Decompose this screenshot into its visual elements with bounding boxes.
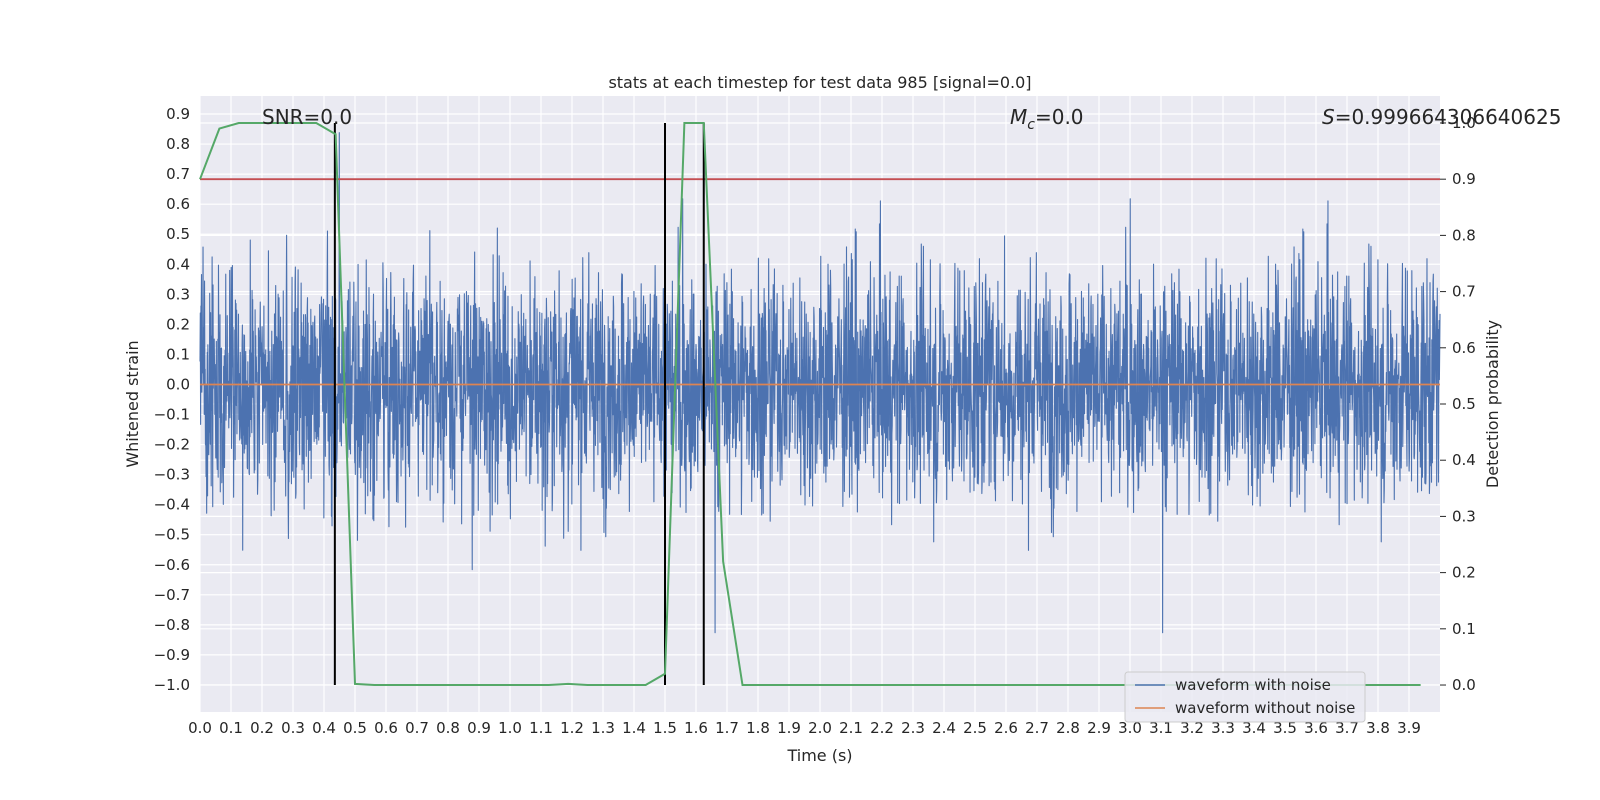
x-tick-label: 3.4: [1242, 719, 1266, 737]
x-tick-label: 2.1: [839, 719, 863, 737]
x-tick-label: 0.3: [281, 719, 305, 737]
x-tick-label: 3.3: [1211, 719, 1235, 737]
chart-title: stats at each timestep for test data 985…: [608, 73, 1031, 92]
y2-tick-label: 0.1: [1452, 620, 1476, 638]
x-tick-label: 1.4: [622, 719, 646, 737]
x-tick-label: 0.9: [467, 719, 491, 737]
y-tick-label: −0.8: [154, 616, 190, 634]
y2-tick-label: 0.0: [1452, 676, 1476, 694]
x-tick-label: 0.4: [312, 719, 336, 737]
y-tick-label: 0.3: [166, 285, 190, 303]
waveform-with-noise-line: [199, 132, 1441, 634]
x-tick-label: 1.6: [684, 719, 708, 737]
s-value: =0.999664306640625: [1335, 105, 1562, 129]
x-tick-label: 2.8: [1056, 719, 1080, 737]
y2-tick-label: 0.6: [1452, 339, 1476, 357]
chirp-mass-symbol: M: [1010, 105, 1027, 129]
x-tick-label: 1.8: [746, 719, 770, 737]
y-tick-label: −0.4: [154, 496, 190, 514]
y-tick-label: 0.7: [166, 165, 190, 183]
legend-label-with-noise: waveform with noise: [1175, 676, 1331, 694]
x-tick-label: 0.5: [343, 719, 367, 737]
y-tick-label: −1.0: [154, 676, 190, 694]
y2-axis-label: Detection probability: [1483, 320, 1502, 488]
y-tick-label: 0.6: [166, 195, 190, 213]
x-tick-label: 2.0: [808, 719, 832, 737]
x-tick-label: 3.1: [1149, 719, 1173, 737]
y2-tick-label: 0.4: [1452, 451, 1476, 469]
x-tick-label: 2.9: [1087, 719, 1111, 737]
y-tick-label: 0.9: [166, 105, 190, 123]
x-tick-label: 3.5: [1273, 719, 1297, 737]
series-waveform-with-noise: [199, 132, 1441, 634]
x-tick-label: 0.2: [250, 719, 274, 737]
y-tick-label: −0.3: [154, 466, 190, 484]
y2-tick-label: 0.8: [1452, 226, 1476, 244]
x-tick-label: 0.6: [374, 719, 398, 737]
x-tick-label: 2.4: [932, 719, 956, 737]
y-tick-label: 0.4: [166, 255, 190, 273]
x-tick-label: 2.5: [963, 719, 987, 737]
y-axis-label: Whitened strain: [123, 340, 142, 467]
y-tick-label: −0.7: [154, 586, 190, 604]
x-tick-label: 1.9: [777, 719, 801, 737]
x-tick-label: 0.1: [219, 719, 243, 737]
x-tick-label: 2.6: [994, 719, 1018, 737]
legend-label-without-noise: waveform without noise: [1175, 699, 1355, 717]
series-lines: [199, 121, 1440, 687]
x-tick-label: 1.2: [560, 719, 584, 737]
y-tick-label: 0.8: [166, 135, 190, 153]
x-tick-label: 2.2: [870, 719, 894, 737]
s-annotation: S=0.999664306640625: [1322, 105, 1561, 129]
x-tick-label: 1.3: [591, 719, 615, 737]
y-tick-label: 0.1: [166, 345, 190, 363]
x-tick-label: 3.7: [1335, 719, 1359, 737]
y-tick-label: −0.2: [154, 436, 190, 454]
x-tick-label: 1.0: [498, 719, 522, 737]
x-tick-label: 1.1: [529, 719, 553, 737]
chirp-mass-annotation: Mc=0.0: [1010, 105, 1084, 133]
y-tick-label: −0.5: [154, 526, 190, 544]
chirp-mass-subscript: c: [1027, 117, 1035, 133]
x-tick-label: 2.7: [1025, 719, 1049, 737]
y-tick-label: −0.1: [154, 406, 190, 424]
x-tick-label: 3.0: [1118, 719, 1142, 737]
x-tick-label: 2.3: [901, 719, 925, 737]
y2-tick-label: 0.9: [1452, 170, 1476, 188]
x-tick-label: 3.2: [1180, 719, 1204, 737]
snr-annotation: SNR=0.0: [262, 105, 352, 129]
y2-tick-label: 1.0: [1452, 114, 1476, 132]
x-tick-label: 3.9: [1397, 719, 1421, 737]
legend-box: [1124, 671, 1366, 723]
x-tick-label: 0.7: [405, 719, 429, 737]
legend: waveform with noise waveform without noi…: [1124, 671, 1366, 723]
x-tick-label: 3.8: [1366, 719, 1390, 737]
y-tick-label: 0.5: [166, 225, 190, 243]
x-tick-label: 3.6: [1304, 719, 1328, 737]
x-tick-label: 1.5: [653, 719, 677, 737]
tick-labels: 0.0 0.1 0.2 0.3 0.4 0.5 0.6 0.7 0.8 0.9 1.0 1.1 1.2 1…: [154, 105, 1476, 737]
detection-probability-line: [199, 121, 1421, 687]
x-tick-label: 1.7: [715, 719, 739, 737]
y2-tick-label: 0.7: [1452, 283, 1476, 301]
y2-tick-label: 0.5: [1452, 395, 1476, 413]
chirp-mass-value: =0.0: [1035, 105, 1084, 129]
y-tick-label: −0.6: [154, 556, 190, 574]
x-axis-label: Time (s): [786, 746, 852, 765]
x-tick-label: 0.8: [436, 719, 460, 737]
y2-tick-label: 0.3: [1452, 507, 1476, 525]
y-tick-label: 0.0: [166, 375, 190, 393]
y-tick-label: −0.9: [154, 646, 190, 664]
x-tick-label: 0.0: [188, 719, 212, 737]
y2-tick-label: 0.2: [1452, 564, 1476, 582]
s-symbol: S: [1322, 105, 1335, 129]
y-tick-label: 0.2: [166, 315, 190, 333]
